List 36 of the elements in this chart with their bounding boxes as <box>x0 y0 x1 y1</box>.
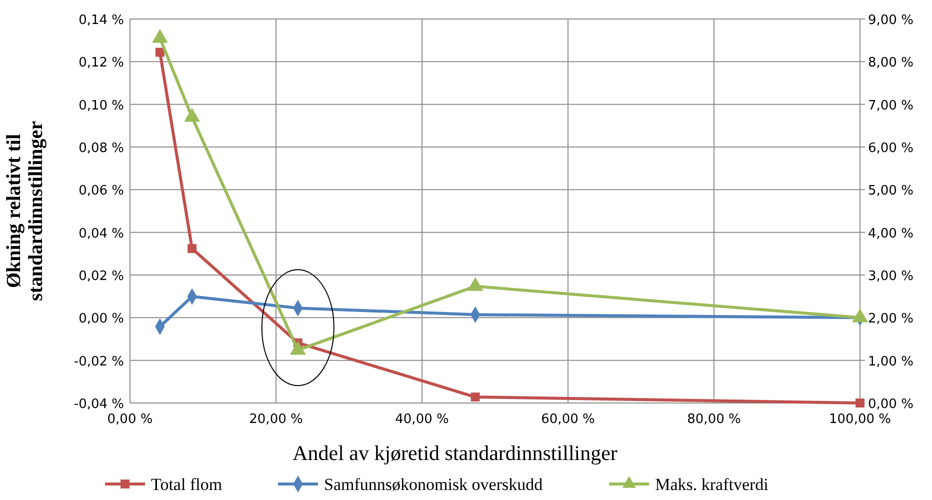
y-tick-label: 0,04 % <box>78 226 124 242</box>
x-tick-label: 20,00 % <box>249 412 303 427</box>
y-tick-label: -0,04 % <box>74 397 124 412</box>
y2-tick-label: 3,00 % <box>868 269 914 284</box>
x-tick-label: 0,00 % <box>107 412 153 427</box>
legend-label: Total flom <box>151 475 222 494</box>
point <box>470 392 480 402</box>
y2-tick-label: 6,00 % <box>868 141 914 156</box>
x-tick-label: 80,00 % <box>687 412 741 427</box>
legend-label: Samfunnsøkonomisk overskudd <box>324 475 544 494</box>
point <box>184 108 200 122</box>
y-tick-label: 0,06 % <box>78 184 124 199</box>
x-tick-label: 40,00 % <box>395 412 449 427</box>
y2-tick-label: 1,00 % <box>868 354 914 370</box>
y-tick-label: 0,14 % <box>78 13 124 28</box>
legend-label: Maks. kraftverdi <box>655 475 769 494</box>
point <box>152 29 168 43</box>
y-tick-label: 0,08 % <box>78 141 124 156</box>
y2-tick-label: 0,00 % <box>868 397 914 412</box>
point <box>188 244 197 254</box>
x-tick-label: 100,00 % <box>829 412 891 427</box>
y2-tick-label: 5,00 % <box>868 184 914 199</box>
x-axis-title: Andel av kjøretid standardinnstillinger <box>292 441 618 465</box>
y2-tick-label: 7,00 % <box>868 98 914 114</box>
y-tick-label: 0,12 % <box>78 56 124 71</box>
y2-tick-label: 8,00 % <box>868 56 914 71</box>
point <box>155 48 164 57</box>
y2-tick-label: 9,00 % <box>868 13 914 28</box>
y2-tick-label: 2,00 % <box>868 312 914 327</box>
y2-tick-label: 4,00 % <box>868 226 914 242</box>
y-tick-label: 0,10 % <box>78 98 124 114</box>
x-tick-label: 60,00 % <box>541 412 595 427</box>
y-axis-title: Økning relativt til standardinnstillinger <box>3 120 47 302</box>
y-tick-label: 0,02 % <box>78 269 124 284</box>
y-tick-label: -0,02 % <box>74 354 124 370</box>
y-tick-label: 0,00 % <box>78 312 124 327</box>
